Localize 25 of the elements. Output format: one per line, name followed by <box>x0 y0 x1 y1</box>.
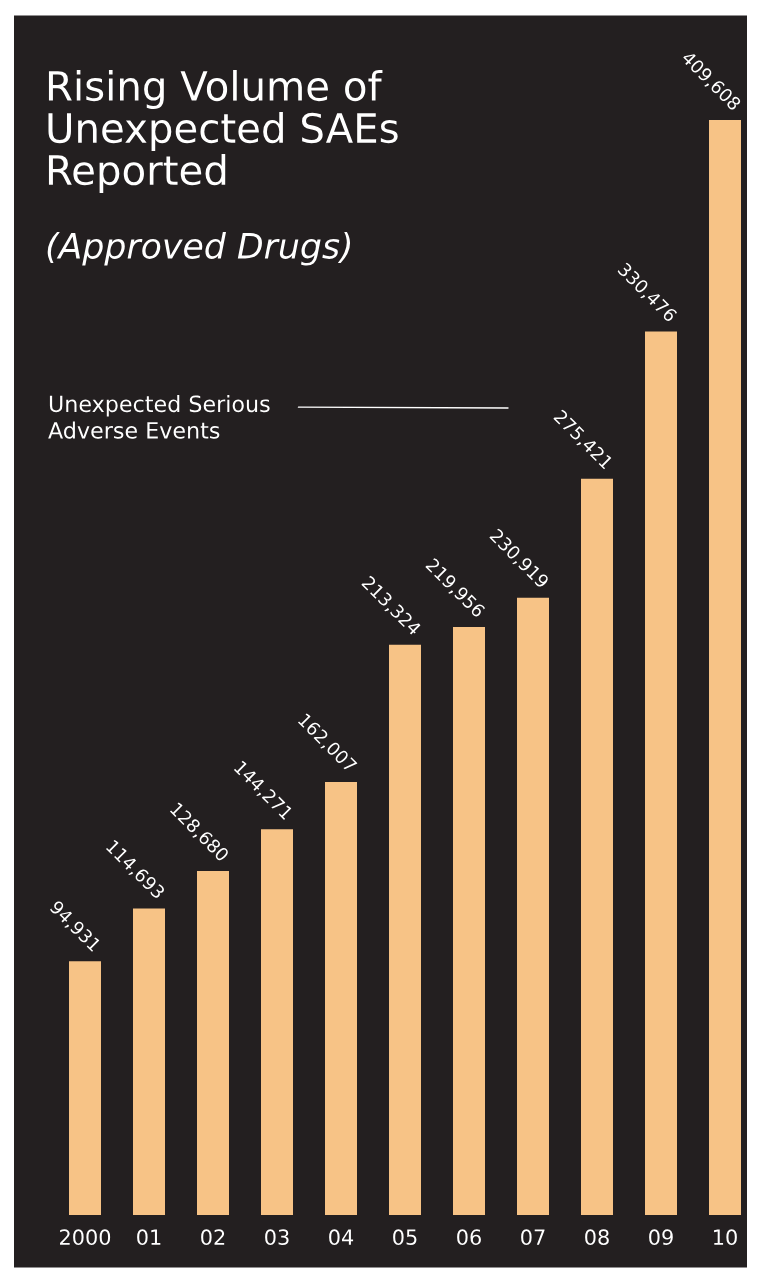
x-tick-label: 06 <box>457 1229 481 1246</box>
bar <box>261 829 293 1215</box>
x-tick-label: 04 <box>329 1229 354 1246</box>
bar <box>389 644 421 1215</box>
bar <box>645 331 677 1215</box>
bar <box>453 626 485 1215</box>
text: (Approved Drugs) <box>47 232 351 266</box>
text: Unexpected Serious Adverse Events <box>48 395 270 439</box>
chart-title: Rising Volume of Unexpected SAEs Reported <box>48 70 398 194</box>
x-tick-label: 03 <box>265 1229 289 1246</box>
bar <box>709 120 741 1215</box>
x-tick-label: 10 <box>714 1229 737 1246</box>
x-tick-label: 01 <box>137 1229 161 1246</box>
x-tick-label: 2000 <box>60 1229 111 1246</box>
bar <box>69 961 101 1215</box>
x-tick-label: 07 <box>521 1229 545 1246</box>
bar <box>325 781 357 1215</box>
x-tick-label: 09 <box>649 1229 673 1246</box>
x-tick-label: 02 <box>201 1229 225 1246</box>
x-tick-label: 08 <box>585 1229 609 1246</box>
bar <box>581 478 613 1215</box>
bar <box>133 908 165 1215</box>
x-tick-label: 05 <box>393 1229 417 1246</box>
bar <box>197 871 229 1215</box>
bar <box>517 597 549 1215</box>
